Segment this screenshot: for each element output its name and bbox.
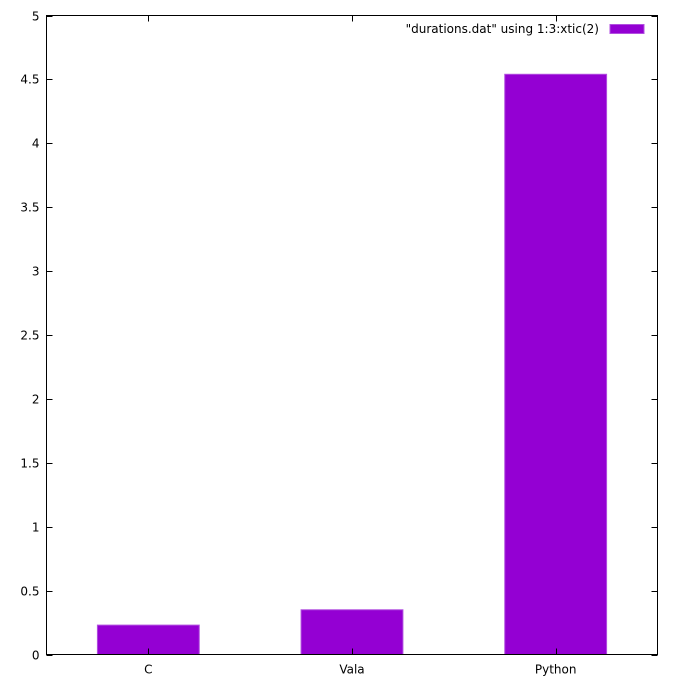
y-tick-label: 0.5 [20, 585, 39, 599]
y-tick-label: 5 [32, 10, 40, 24]
legend: "durations.dat" using 1:3:xtic(2) [406, 22, 645, 36]
x-tick-label: Vala [339, 663, 364, 677]
y-tick-label: 1.5 [20, 457, 39, 471]
y-tick-label: 2.5 [20, 329, 39, 343]
y-tick-label: 3 [32, 265, 40, 279]
bar-vala [300, 609, 404, 656]
y-tick-label: 3.5 [20, 201, 39, 215]
x-axis-ticks: C Vala Python [144, 15, 577, 677]
y-axis-ticks: 0 0.5 1 1.5 2 2.5 3 3.5 4 4.5 5 [20, 10, 658, 663]
legend-label: "durations.dat" using 1:3:xtic(2) [406, 22, 599, 36]
bar-python [504, 73, 608, 655]
bars-group [96, 73, 608, 656]
x-tick-label: C [144, 663, 152, 677]
y-tick-label: 4 [32, 137, 40, 151]
y-tick-label: 4.5 [20, 73, 39, 87]
plot-border [46, 15, 658, 655]
y-tick-label: 2 [32, 393, 40, 407]
y-tick-label: 0 [32, 649, 40, 663]
legend-swatch [609, 24, 645, 34]
x-tick-label: Python [535, 663, 577, 677]
y-tick-label: 1 [32, 521, 40, 535]
